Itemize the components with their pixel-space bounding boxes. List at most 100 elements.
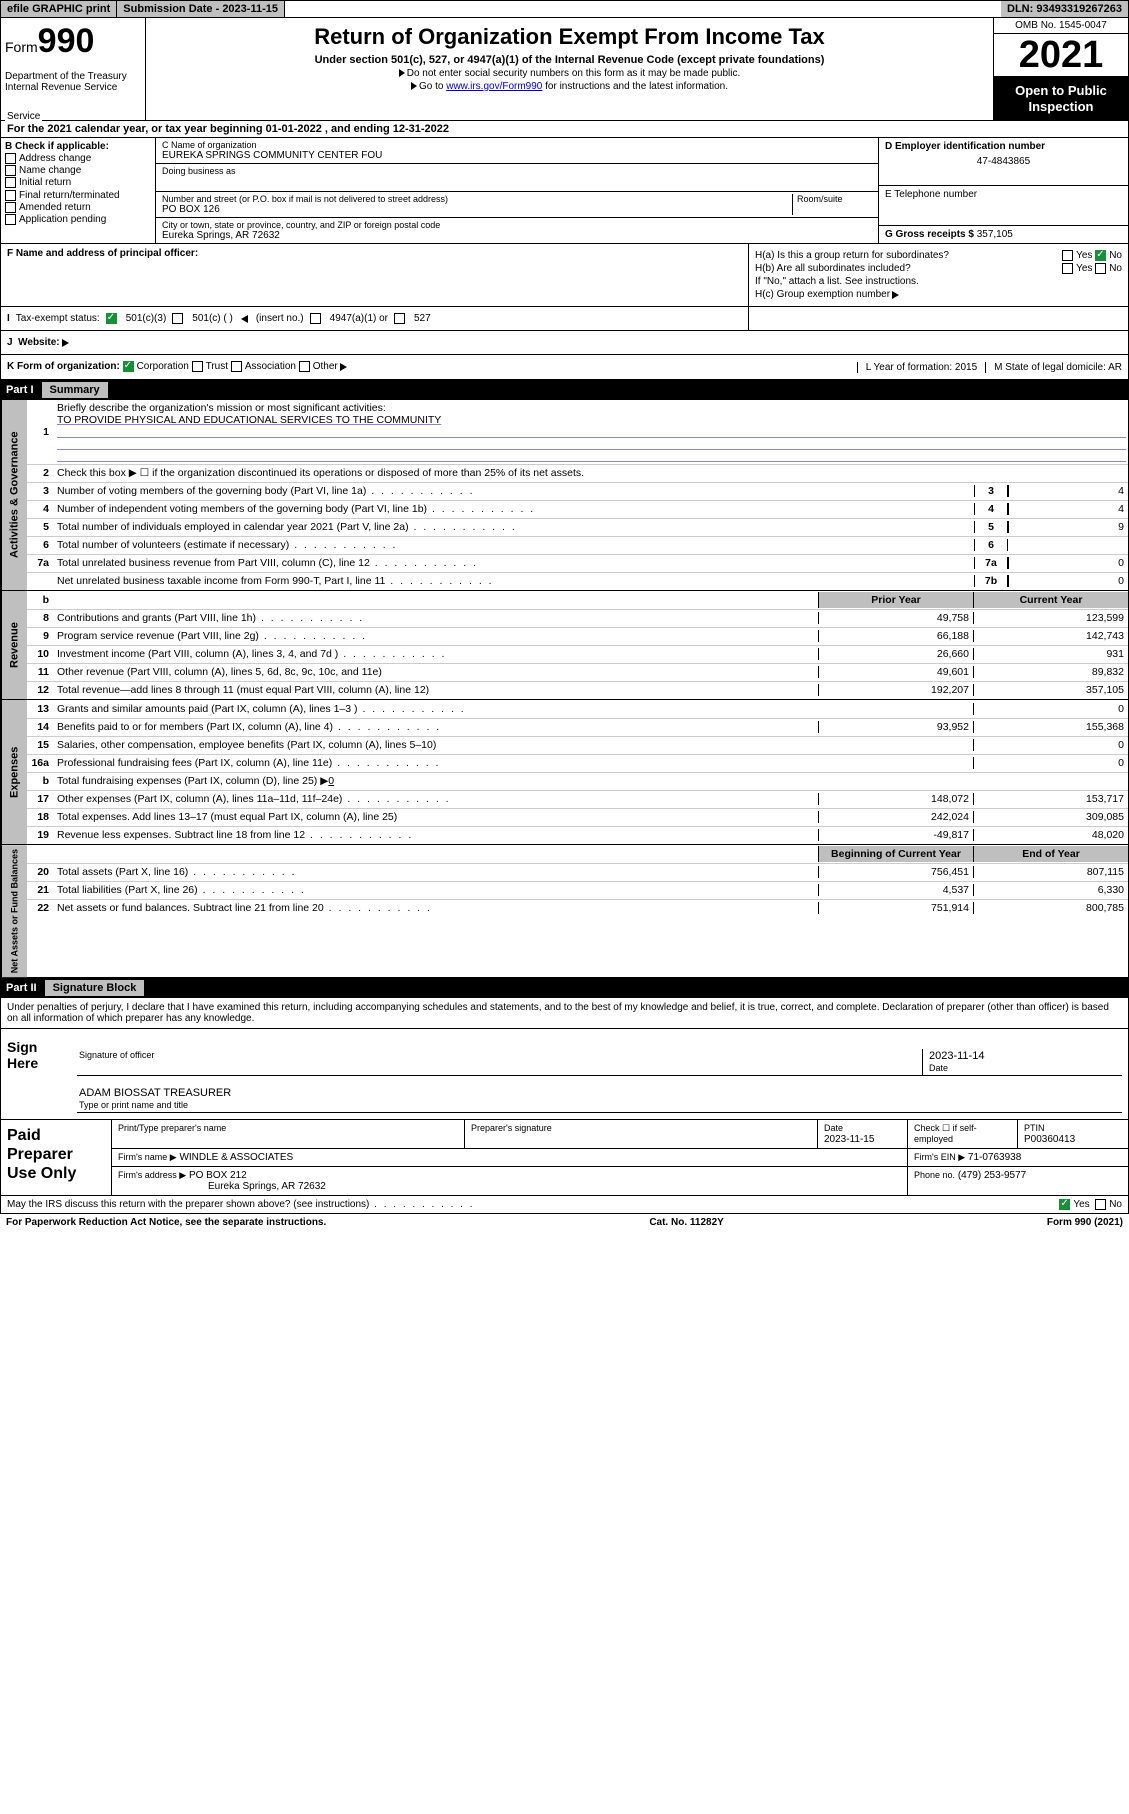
- sig-decl: Under penalties of perjury, I declare th…: [0, 998, 1129, 1029]
- submission-date: Submission Date - 2023-11-15: [117, 1, 285, 17]
- prep-date: 2023-11-15: [824, 1134, 874, 1145]
- l8: Contributions and grants (Part VIII, lin…: [55, 610, 818, 626]
- discuss-q: May the IRS discuss this return with the…: [7, 1199, 475, 1210]
- cb-4947[interactable]: [310, 313, 321, 324]
- cb-initial-return[interactable]: Initial return: [5, 177, 151, 188]
- l13: Grants and similar amounts paid (Part IX…: [55, 701, 818, 717]
- discuss-yes-cb[interactable]: [1059, 1199, 1070, 1210]
- l3: Number of voting members of the governin…: [55, 483, 974, 499]
- ein: 47-4843865: [885, 156, 1122, 167]
- dept-treasury: Department of the Treasury: [5, 71, 127, 82]
- ha-no[interactable]: No: [1109, 250, 1122, 261]
- tax-year: 2021: [994, 34, 1128, 77]
- r9c: 142,743: [973, 630, 1128, 642]
- form990-link[interactable]: www.irs.gov/Form990: [446, 81, 542, 92]
- dept: Department of the Treasury Internal Reve…: [5, 71, 141, 93]
- discuss-yes: Yes: [1073, 1199, 1089, 1210]
- r12p: 192,207: [818, 684, 973, 696]
- opt-init: Initial return: [19, 178, 71, 189]
- l12: Total revenue—add lines 8 through 11 (mu…: [55, 682, 818, 698]
- open-inspection: Open to Public Inspection: [994, 77, 1128, 120]
- l16b: Total fundraising expenses (Part IX, col…: [55, 773, 818, 789]
- dln: DLN: 93493319267263: [1001, 1, 1128, 17]
- hb-yes[interactable]: Yes: [1076, 263, 1092, 274]
- l9: Program service revenue (Part VIII, line…: [55, 628, 818, 644]
- l7b: Net unrelated business taxable income fr…: [55, 573, 974, 589]
- section-DEG: D Employer identification number 47-4843…: [878, 138, 1128, 243]
- sign-here-lbl: Sign Here: [1, 1029, 71, 1119]
- r22c: 800,785: [973, 902, 1128, 914]
- o-4947: 4947(a)(1) or: [330, 313, 388, 324]
- l2: Check this box ▶ ☐ if the organization d…: [55, 465, 1128, 481]
- opt-assoc: Association: [245, 362, 296, 373]
- self-emp[interactable]: Check ☐ if self-employed: [914, 1123, 977, 1144]
- l10: Investment income (Part VIII, column (A)…: [55, 646, 818, 662]
- C-addr-lbl: Number and street (or P.O. box if mail i…: [162, 194, 792, 204]
- o-527: 527: [414, 313, 431, 324]
- info-grid: B Check if applicable: Address change Na…: [0, 138, 1129, 244]
- l4: Number of independent voting members of …: [55, 501, 974, 517]
- Hb-lbl: H(b) Are all subordinates included?: [755, 263, 911, 274]
- hdr-beg: Beginning of Current Year: [818, 846, 973, 862]
- Ha-lbl: H(a) Is this a group return for subordin…: [755, 250, 949, 261]
- firm-lbl: Firm's name ▶: [118, 1152, 177, 1162]
- note2-post: for instructions and the latest informat…: [542, 81, 728, 92]
- discuss-no-cb[interactable]: [1095, 1199, 1106, 1210]
- tax-year-line: For the 2021 calendar year, or tax year …: [7, 123, 449, 135]
- o-501c: 501(c) ( ): [192, 313, 233, 324]
- note-ssn: Do not enter social security numbers on …: [154, 68, 985, 79]
- cb-final-return[interactable]: Final return/terminated: [5, 190, 151, 201]
- cb-other[interactable]: [299, 361, 310, 372]
- footer-discuss: May the IRS discuss this return with the…: [0, 1196, 1129, 1214]
- cb-app-pending[interactable]: Application pending: [5, 214, 151, 225]
- E-lbl: E Telephone number: [885, 189, 1122, 200]
- cat: Cat. No. 11282Y: [649, 1217, 723, 1228]
- cb-trust[interactable]: [192, 361, 203, 372]
- F-lbl: F Name and address of principal officer:: [7, 248, 198, 259]
- Hc-cell: [748, 307, 1128, 330]
- l22: Net assets or fund balances. Subtract li…: [55, 900, 818, 916]
- opt-final: Final return/terminated: [19, 190, 120, 201]
- C-city-lbl: City or town, state or province, country…: [162, 220, 440, 230]
- l15: Salaries, other compensation, employee b…: [55, 737, 818, 753]
- B-label: B Check if applicable:: [5, 141, 151, 152]
- cb-501c[interactable]: [172, 313, 183, 324]
- cb-amended[interactable]: Amended return: [5, 202, 151, 213]
- opt-addr: Address change: [19, 153, 91, 164]
- irs: Internal Revenue Service: [5, 82, 117, 93]
- cb-501c3[interactable]: [106, 313, 117, 324]
- cb-name-change[interactable]: Name change: [5, 165, 151, 176]
- row-J: J Website:: [0, 331, 1129, 355]
- v3: 4: [1008, 485, 1128, 497]
- row-FH: F Name and address of principal officer:…: [0, 244, 1129, 307]
- efile-btn[interactable]: efile GRAPHIC print: [1, 1, 117, 17]
- prep-sig-lbl: Preparer's signature: [471, 1123, 552, 1133]
- r19p: -49,817: [818, 829, 973, 841]
- partII-num: Part II: [6, 982, 37, 994]
- sig-date: 2023-11-14: [929, 1050, 984, 1062]
- r21c: 6,330: [973, 884, 1128, 896]
- cb-corp[interactable]: [123, 361, 134, 372]
- cb-assoc[interactable]: [231, 361, 242, 372]
- hb-no[interactable]: No: [1109, 263, 1122, 274]
- opt-corp: Corporation: [137, 362, 189, 373]
- cb-address-change[interactable]: Address change: [5, 153, 151, 164]
- l18: Total expenses. Add lines 13–17 (must eq…: [55, 809, 818, 825]
- gross-receipts: 357,105: [977, 229, 1013, 240]
- ha-yes[interactable]: Yes: [1076, 250, 1092, 261]
- r17c: 153,717: [973, 793, 1128, 805]
- r10c: 931: [973, 648, 1128, 660]
- ein-lbl: Firm's EIN ▶: [914, 1152, 965, 1162]
- row-I: I Tax-exempt status: 501(c)(3) 501(c) ( …: [0, 307, 1129, 331]
- cb-527[interactable]: [394, 313, 405, 324]
- ptin: P00360413: [1024, 1134, 1075, 1145]
- r14p: 93,952: [818, 721, 973, 733]
- l16b-val: 0: [328, 775, 334, 787]
- l5: Total number of individuals employed in …: [55, 519, 974, 535]
- hdr-mid: Return of Organization Exempt From Incom…: [146, 18, 993, 120]
- firm-addr2: Eureka Springs, AR 72632: [208, 1181, 326, 1192]
- l14: Benefits paid to or for members (Part IX…: [55, 719, 818, 735]
- opt-trust: Trust: [206, 362, 228, 373]
- l6: Total number of volunteers (estimate if …: [55, 537, 974, 553]
- form-number: Form990: [5, 22, 141, 61]
